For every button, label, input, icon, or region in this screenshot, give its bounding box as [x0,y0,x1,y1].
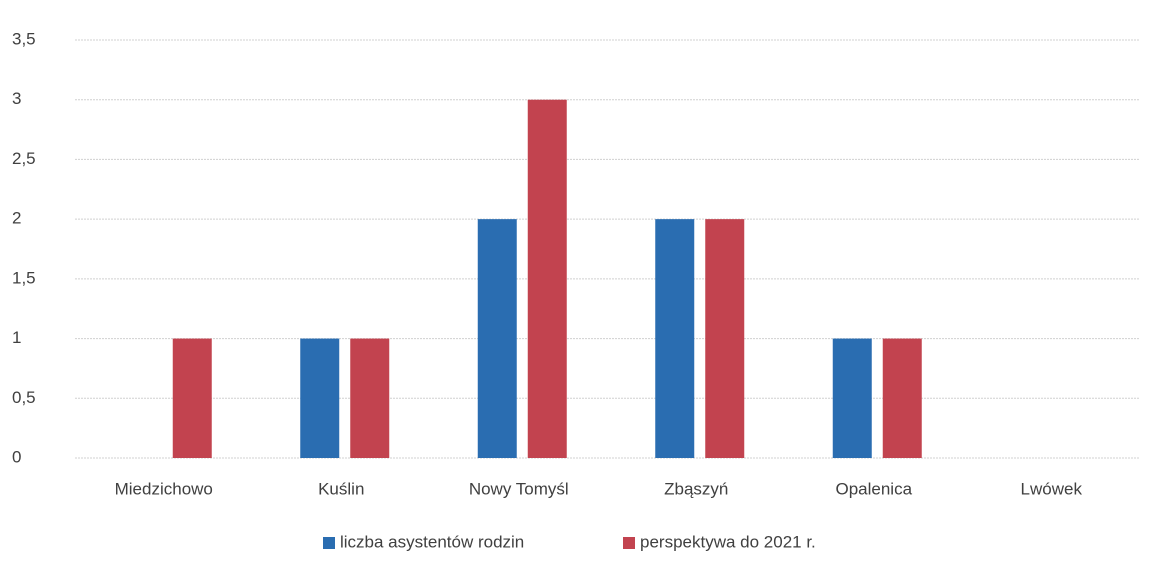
y-tick-label: 3,5 [12,29,36,48]
x-tick-label: Lwówek [1021,479,1083,498]
bar [527,99,567,458]
bar [705,219,745,458]
bar [300,338,340,458]
x-tick-label: Zbąszyń [664,479,728,498]
legend-swatch [623,537,635,549]
bar [477,219,517,458]
y-tick-label: 3 [12,89,21,108]
bar [172,338,212,458]
legend-swatch [323,537,335,549]
bar [350,338,390,458]
x-tick-label: Kuślin [318,479,364,498]
y-tick-label: 2 [12,209,21,228]
x-tick-label: Miedzichowo [115,479,213,498]
bar [882,338,922,458]
y-tick-label: 1 [12,328,21,347]
y-tick-label: 2,5 [12,149,36,168]
y-tick-label: 1,5 [12,268,36,287]
x-tick-label: Opalenica [835,479,912,498]
y-tick-label: 0,5 [12,388,36,407]
y-tick-label: 0 [12,447,21,466]
bar [832,338,872,458]
bar [655,219,695,458]
legend-label: liczba asystentów rodzin [340,532,524,551]
x-tick-label: Nowy Tomyśl [469,479,569,498]
legend-label: perspektywa do 2021 r. [640,532,816,551]
